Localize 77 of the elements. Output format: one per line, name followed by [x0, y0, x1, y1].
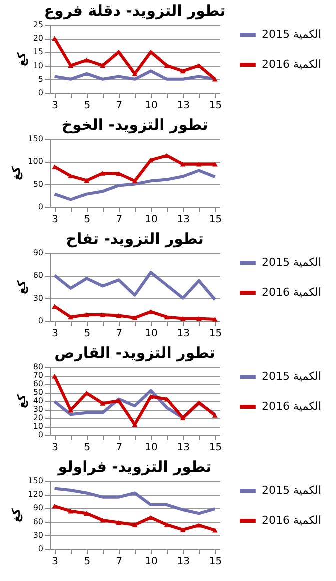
- legend-label: الكمية 2016: [262, 514, 322, 527]
- y-tick-label: 10: [33, 61, 44, 70]
- x-tick-label: 3: [52, 100, 58, 112]
- y-tick-label: 80: [33, 362, 44, 372]
- y-tick-label: 25: [33, 20, 44, 30]
- x-tick-label: 7: [116, 556, 123, 568]
- x-tick-label: 15: [209, 100, 222, 112]
- x-tick-label: 5: [84, 214, 91, 226]
- x-tick-label: 13: [177, 214, 190, 226]
- legend-label: الكمية 2015: [262, 484, 322, 497]
- legend-label: الكمية 2015: [262, 28, 322, 41]
- y-tick-label: 0: [38, 430, 44, 440]
- x-tick-label: 13: [177, 100, 190, 112]
- chart-title: تطور التزويد- الخوخ: [62, 116, 208, 134]
- y-tick-label: 60: [33, 517, 44, 526]
- x-tick-label: 7: [116, 214, 123, 226]
- text: الكمية 2015: [262, 370, 322, 383]
- y-tick-label: 100: [28, 157, 44, 166]
- y-tick-label: 30: [33, 294, 44, 303]
- chart-title: تطور التزويد- تفاح: [66, 230, 204, 248]
- chart-title: تطور التزويد- دقلة فروع: [44, 2, 226, 20]
- y-tick-label: 5: [38, 74, 44, 84]
- y-axis-title: كغ: [10, 508, 24, 522]
- x-tick-label: 10: [145, 100, 158, 112]
- y-axis-title: كغ: [15, 394, 28, 408]
- y-tick-label: 40: [33, 396, 44, 406]
- y-tick-label: 20: [33, 34, 44, 44]
- x-tick-label: 3: [52, 214, 58, 226]
- x-tick-label: 3: [52, 556, 58, 568]
- y-axis-title: كغ: [10, 166, 24, 180]
- x-tick-label: 10: [145, 214, 158, 226]
- y-tick-label: 10: [33, 422, 44, 431]
- y-tick-label: 50: [33, 388, 44, 397]
- x-tick-label: 15: [209, 328, 222, 340]
- x-tick-label: 3: [52, 328, 58, 340]
- y-tick-label: 70: [33, 371, 44, 380]
- y-axis-title: كغ: [15, 280, 28, 294]
- legend-label: الكمية 2016: [262, 286, 322, 299]
- y-tick-label: 0: [38, 316, 44, 326]
- x-tick-label: 7: [116, 100, 123, 112]
- y-tick-label: 15: [33, 48, 44, 57]
- chart-title: تطور التزويد- القارص: [54, 344, 216, 362]
- legend-label: الكمية 2015: [262, 256, 322, 269]
- x-tick-label: 13: [177, 556, 190, 568]
- y-tick-label: 0: [38, 88, 44, 98]
- text: الكمية 2016: [262, 400, 322, 413]
- x-tick-label: 10: [145, 556, 158, 568]
- y-tick-label: 120: [28, 490, 44, 500]
- x-tick-label: 10: [145, 442, 158, 454]
- x-tick-label: 10: [145, 328, 158, 340]
- y-tick-label: 60: [33, 380, 44, 388]
- x-tick-label: 7: [116, 328, 123, 340]
- x-tick-label: 15: [209, 556, 222, 568]
- x-tick-label: 3: [52, 442, 58, 454]
- y-tick-label: 60: [33, 271, 44, 280]
- chart-title: تطور التزويد- فراولو: [57, 458, 212, 476]
- x-tick-label: 5: [84, 328, 91, 340]
- x-tick-label: 7: [116, 442, 123, 454]
- y-tick-label: 0: [38, 202, 44, 212]
- y-tick-label: 90: [33, 504, 44, 513]
- x-tick-label: 13: [177, 328, 190, 340]
- x-tick-label: 15: [209, 442, 222, 454]
- y-tick-label: 150: [28, 134, 44, 144]
- y-tick-label: 20: [33, 414, 44, 422]
- y-tick-label: 90: [33, 248, 44, 258]
- legend-label: الكمية 2016: [262, 58, 322, 71]
- x-tick-label: 15: [209, 214, 222, 226]
- y-axis-title: كغ: [15, 52, 28, 66]
- y-tick-label: 0: [38, 544, 44, 554]
- x-tick-label: 5: [84, 556, 91, 568]
- y-tick-label: 50: [33, 180, 44, 189]
- y-tick-label: 150: [28, 476, 44, 486]
- y-tick-label: 30: [33, 405, 44, 414]
- y-tick-label: 30: [33, 530, 44, 540]
- x-tick-label: 5: [84, 442, 91, 454]
- x-tick-label: 13: [177, 442, 190, 454]
- x-tick-label: 5: [84, 100, 91, 112]
